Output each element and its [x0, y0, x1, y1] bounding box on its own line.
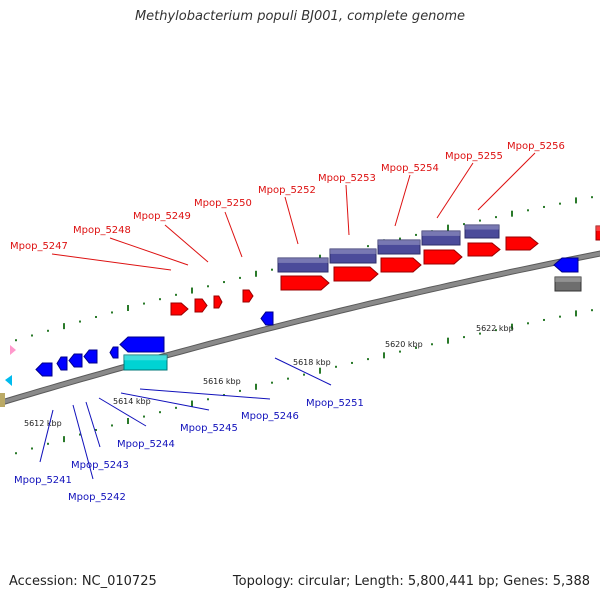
reverse-gene-label-leader: [98, 397, 147, 427]
forward-cds-arrow[interactable]: [280, 275, 330, 291]
forward-gene-label[interactable]: Mpop_5248: [73, 225, 131, 236]
accession-text: Accession: NC_010725: [9, 574, 157, 589]
cyan-feature-glyph[interactable]: [5, 375, 12, 386]
reverse-cds-arrow[interactable]: [56, 356, 68, 371]
reverse-cds-arrow[interactable]: [35, 362, 53, 377]
reverse-cds-arrow[interactable]: [68, 353, 83, 368]
forward-rna-block-highlight: [330, 249, 376, 254]
forward-cds-arrow[interactable]: [170, 302, 189, 316]
reverse-gene-label-leader: [120, 392, 210, 411]
forward-cds-edge-highlight: [596, 226, 600, 231]
forward-gene-label-leader: [109, 237, 189, 266]
scale-label: 5618 kbp: [293, 358, 331, 367]
reverse-cds-arrow[interactable]: [83, 349, 98, 364]
forward-gene-label[interactable]: Mpop_5255: [445, 151, 503, 162]
forward-gene-label-leader: [345, 184, 350, 236]
forward-gene-label[interactable]: Mpop_5249: [133, 211, 191, 222]
forward-cds-arrow[interactable]: [467, 242, 501, 257]
forward-rna-block[interactable]: [421, 230, 461, 246]
scale-label: 5620 kbp: [385, 340, 423, 349]
scale-label: 5612 kbp: [24, 419, 62, 428]
reverse-cds-arrow[interactable]: [260, 311, 274, 326]
reverse-cds-arrow[interactable]: [109, 346, 119, 359]
forward-rna-block-highlight: [378, 240, 420, 245]
forward-cds-edge[interactable]: [595, 225, 600, 241]
scale-label: 5614 kbp: [113, 397, 151, 406]
backbone-line: [0, 251, 600, 406]
reverse-gene-label-leader: [274, 357, 332, 386]
reverse-gene-label-leader: [72, 404, 94, 480]
reverse-gene-label-leader: [139, 388, 271, 400]
reverse-gene-label[interactable]: Mpop_5251: [306, 398, 364, 409]
forward-gene-label[interactable]: Mpop_5253: [318, 173, 376, 184]
reverse-rna-block[interactable]: [123, 354, 168, 371]
forward-cds-arrow[interactable]: [380, 257, 422, 273]
forward-gene-label-leader: [224, 211, 243, 258]
forward-rna-block-highlight: [465, 225, 499, 230]
olive-feature-glyph[interactable]: [0, 393, 5, 407]
reverse-cds-arrow[interactable]: [553, 257, 579, 273]
gray-feature-block[interactable]: [554, 276, 582, 292]
feature-layer[interactable]: [0, 224, 600, 407]
forward-gene-label-leader: [284, 196, 299, 245]
scale-label: 5616 kbp: [203, 377, 241, 386]
forward-gene-label-leader: [436, 162, 474, 219]
forward-rna-block[interactable]: [464, 224, 500, 239]
forward-cds-arrow[interactable]: [333, 266, 379, 282]
forward-gene-label-leader: [394, 174, 411, 227]
map-title: Methylobacterium populi BJ001, complete …: [134, 9, 466, 24]
forward-gene-label[interactable]: Mpop_5250: [194, 198, 252, 209]
forward-gene-label[interactable]: Mpop_5254: [381, 163, 439, 174]
forward-gene-label[interactable]: Mpop_5256: [507, 141, 565, 152]
reverse-rna-block-highlight: [124, 355, 167, 361]
reverse-gene-label[interactable]: Mpop_5243: [71, 460, 129, 471]
forward-gene-label[interactable]: Mpop_5252: [258, 185, 316, 196]
tick-layer: 5612 kbp 5614 kbp 5616 kbp 5618 kbp 5620 kbp…: [15, 196, 593, 455]
reverse-gene-label[interactable]: Mpop_5244: [117, 439, 175, 450]
scale-label: 5622 kbp: [476, 324, 514, 333]
forward-cds-arrow[interactable]: [423, 249, 463, 265]
reverse-gene-label[interactable]: Mpop_5242: [68, 492, 126, 503]
forward-gene-label[interactable]: Mpop_5247: [10, 241, 68, 252]
forward-rna-block-highlight: [278, 258, 328, 263]
reverse-gene-label[interactable]: Mpop_5245: [180, 423, 238, 434]
genome-summary-text: Topology: circular; Length: 5,800,441 bp…: [232, 574, 590, 589]
reverse-gene-label-leader: [39, 409, 54, 463]
forward-cds-arrow[interactable]: [194, 298, 208, 313]
forward-cds-arrow[interactable]: [213, 295, 223, 309]
gray-feature-block-highlight: [555, 277, 581, 282]
forward-rna-block-highlight: [422, 231, 460, 236]
leader-line-layer: [39, 152, 536, 480]
forward-rna-block[interactable]: [277, 257, 329, 273]
forward-rna-block[interactable]: [329, 248, 377, 264]
forward-gene-label-leader: [477, 152, 536, 211]
forward-gene-label-leader: [164, 224, 209, 263]
forward-cds-arrow[interactable]: [505, 236, 539, 251]
reverse-gene-label-leader: [85, 401, 101, 448]
forward-rna-block[interactable]: [377, 239, 421, 255]
pink-feature-glyph[interactable]: [10, 345, 16, 355]
forward-cds-arrow[interactable]: [242, 289, 254, 303]
reverse-gene-label[interactable]: Mpop_5241: [14, 475, 72, 486]
backbone-layer: [0, 250, 600, 407]
reverse-cds-arrow[interactable]: [119, 336, 165, 353]
reverse-gene-label[interactable]: Mpop_5246: [241, 411, 299, 422]
forward-gene-label-leader: [51, 253, 172, 271]
